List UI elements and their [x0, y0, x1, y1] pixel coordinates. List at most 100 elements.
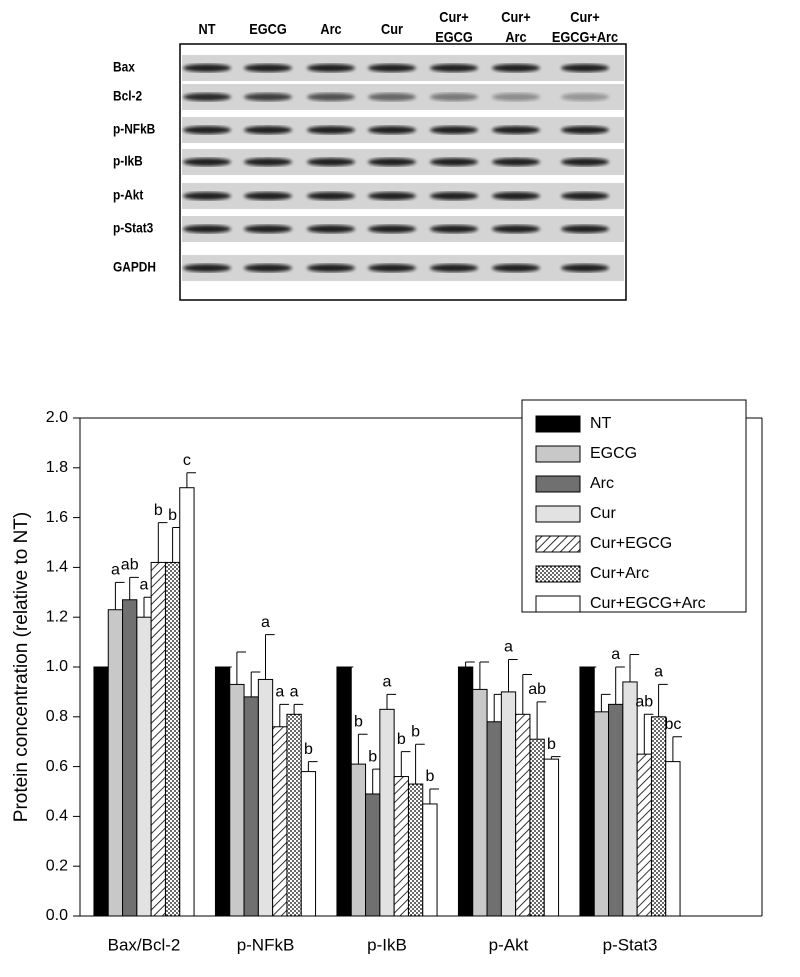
error-bar — [508, 659, 518, 692]
significance-label: b — [547, 736, 556, 753]
blot-band — [492, 192, 540, 200]
blot-band — [492, 64, 540, 72]
error-bar — [629, 654, 640, 682]
blot-band — [183, 158, 231, 166]
significance-label: b — [354, 713, 363, 730]
blot-band — [561, 93, 609, 101]
bar — [179, 487, 195, 917]
blot-row-label: Bax — [113, 59, 136, 75]
blot-band — [561, 192, 609, 200]
error-bar — [465, 661, 475, 667]
legend-swatch — [535, 535, 581, 553]
bar — [214, 666, 231, 917]
y-axis-label: Protein concentration (relative to NT) — [11, 512, 32, 822]
legend-label: NT — [590, 415, 612, 432]
bar — [636, 753, 652, 917]
blot-row-label: Bcl-2 — [113, 88, 142, 104]
error-bar — [386, 693, 397, 710]
error-bar — [157, 522, 168, 563]
error-bar — [114, 581, 125, 610]
blot-band — [561, 158, 609, 166]
blot-band — [492, 264, 540, 272]
y-tick-label: 2.0 — [46, 409, 68, 426]
significance-label: a — [261, 614, 270, 631]
blot-band — [368, 93, 416, 101]
bar — [608, 703, 624, 917]
legend-label: EGCG — [590, 445, 637, 462]
blot-band — [307, 225, 355, 233]
bar — [300, 771, 317, 917]
bar — [150, 561, 166, 917]
bar — [229, 683, 245, 917]
legend-label: Cur — [590, 505, 616, 522]
blot-band — [368, 158, 416, 166]
blot-row-label: p-Stat3 — [113, 220, 153, 236]
legend-label: Cur+EGCG+Arc — [590, 595, 706, 612]
significance-label: bc — [664, 716, 681, 733]
bar — [93, 666, 109, 917]
lane-label: EGCG — [249, 20, 287, 37]
blot-band — [368, 225, 416, 233]
bar — [650, 716, 667, 917]
legend-swatch — [535, 445, 581, 463]
legend-swatch — [535, 415, 581, 433]
lane-label: EGCG — [435, 28, 473, 45]
legend-label: Arc — [590, 475, 614, 492]
error-bar — [186, 472, 197, 488]
bar — [164, 561, 181, 917]
blot-band — [307, 64, 355, 72]
y-tick-label: 0.6 — [46, 758, 68, 775]
blot-band — [183, 264, 231, 272]
blot: Bax Bcl-2 p-NFkB p-IkB p-Akt p-Stat3 GAPDH NT EG… — [113, 8, 624, 281]
bar — [515, 713, 531, 917]
blot-band — [430, 225, 478, 233]
bar — [500, 691, 517, 917]
y-tick-label: 1.2 — [46, 608, 68, 625]
y-tick-label: 1.0 — [46, 658, 68, 675]
lane-label: EGCG+Arc — [552, 28, 618, 45]
blot-band — [430, 264, 478, 272]
significance-label: a — [504, 639, 513, 656]
blot-band — [183, 192, 231, 200]
lane-label: Cur+ — [439, 8, 468, 25]
blot-band — [244, 225, 292, 233]
significance-label: b — [304, 741, 313, 758]
significance-label: b — [411, 723, 420, 740]
bar — [407, 783, 424, 917]
x-tick-label: p-Stat3 — [603, 935, 658, 954]
blot-band — [430, 126, 478, 134]
x-tick-label: Bax/Bcl-2 — [108, 935, 181, 954]
error-bar — [536, 701, 547, 740]
significance-label: a — [383, 674, 392, 691]
blot-band — [430, 158, 478, 166]
legend-swatch — [535, 475, 581, 493]
y-tick-label: 1.8 — [46, 459, 68, 476]
blot-band — [244, 158, 292, 166]
blot-band — [307, 264, 355, 272]
legend-swatch — [535, 505, 581, 523]
bar — [622, 681, 638, 917]
blot-band — [561, 225, 609, 233]
blot-band — [492, 126, 540, 134]
bar — [243, 696, 259, 917]
blot-band — [307, 192, 355, 200]
error-bar — [522, 673, 532, 715]
blot-band — [244, 64, 292, 72]
significance-label: a — [611, 646, 620, 663]
blot-band — [244, 192, 292, 200]
significance-label: a — [290, 684, 299, 701]
blot-band — [183, 225, 231, 233]
blot-band — [183, 93, 231, 101]
blot-band — [430, 93, 478, 101]
significance-label: ab — [528, 681, 546, 698]
error-bar — [550, 756, 561, 760]
error-bar — [357, 733, 368, 765]
blot-band — [561, 264, 609, 272]
chart: Protein concentration (relative to NT) 0.… — [11, 399, 763, 954]
error-bar — [400, 751, 411, 777]
blot-band — [492, 225, 540, 233]
y-tick-label: 1.4 — [46, 559, 68, 576]
error-bar — [307, 761, 318, 772]
y-tick-label: 0.0 — [46, 907, 68, 924]
